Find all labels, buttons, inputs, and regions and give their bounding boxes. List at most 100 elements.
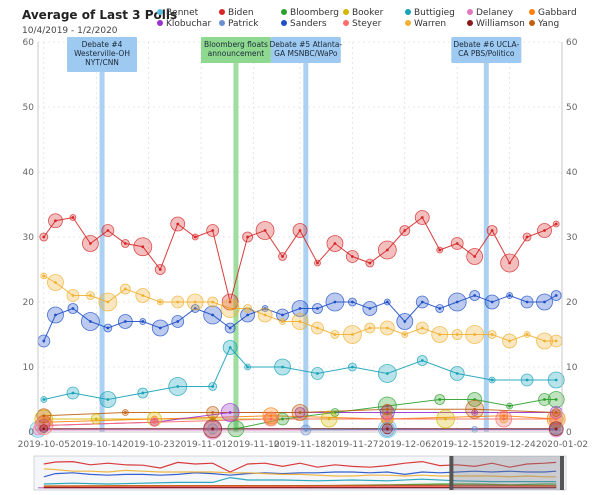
data-point-center xyxy=(554,378,558,382)
data-point-center xyxy=(123,411,127,414)
legend-swatch[interactable] xyxy=(219,20,225,26)
legend-label[interactable]: Biden xyxy=(228,8,254,18)
data-point-center xyxy=(54,219,57,223)
legend-label[interactable]: Bennet xyxy=(166,8,199,18)
navigator-series-line xyxy=(43,470,557,478)
data-point-center xyxy=(228,411,232,414)
range-navigator[interactable] xyxy=(33,455,567,491)
data-point-center xyxy=(455,333,459,336)
data-point-center xyxy=(71,294,75,297)
legend-swatch[interactable] xyxy=(467,9,473,15)
data-point-center xyxy=(525,300,529,304)
annotation-band xyxy=(233,52,239,432)
data-point-center xyxy=(351,300,354,304)
data-point-center xyxy=(508,294,511,297)
legend-label[interactable]: Gabbard xyxy=(538,8,577,18)
data-point-center xyxy=(71,216,75,219)
data-point-center xyxy=(420,359,424,362)
data-point-center xyxy=(473,428,477,431)
data-point-center xyxy=(385,326,389,330)
data-point-center xyxy=(490,378,494,382)
data-point-center xyxy=(554,411,558,414)
legend-label[interactable]: Patrick xyxy=(228,19,259,29)
data-point-center xyxy=(385,248,389,252)
legend-label[interactable]: Steyer xyxy=(352,19,382,29)
legend-label[interactable]: Delaney xyxy=(476,8,514,18)
x-tick-label: 2019-11-27 xyxy=(326,440,378,450)
data-point-center xyxy=(420,216,424,219)
data-point-center xyxy=(211,300,215,304)
data-point-center xyxy=(316,307,319,310)
data-point-center xyxy=(123,287,127,291)
legend-swatch[interactable] xyxy=(157,9,163,15)
navigator-handle-left[interactable] xyxy=(449,456,454,490)
data-point-center xyxy=(385,427,389,431)
data-point-center xyxy=(316,261,319,265)
legend-swatch[interactable] xyxy=(529,20,535,26)
legend-label[interactable]: Warren xyxy=(414,19,446,29)
y-tick-label-left: 20 xyxy=(23,298,35,308)
legend-swatch[interactable] xyxy=(343,20,349,26)
data-point-center xyxy=(351,255,354,258)
data-point-center xyxy=(438,333,442,336)
data-point-center xyxy=(211,411,215,414)
data-point-center xyxy=(525,235,529,239)
legend-label[interactable]: Williamson xyxy=(476,19,525,29)
data-point-center xyxy=(228,326,232,330)
annotation-label: Debate #4 Westerville-OH NYT/CNN xyxy=(74,40,130,67)
data-point-center xyxy=(385,372,389,375)
data-point-center xyxy=(71,391,75,395)
data-point-center xyxy=(42,427,46,431)
data-point-center xyxy=(385,417,389,421)
annotation-label: Debate #6 UCLA-CA PBS/Politico xyxy=(453,40,519,58)
data-point-center xyxy=(123,320,127,323)
data-point-center xyxy=(304,428,308,432)
data-point-center xyxy=(508,339,511,343)
legend-swatch[interactable] xyxy=(219,9,225,15)
data-point-center xyxy=(385,411,389,414)
data-point-center xyxy=(106,300,110,304)
data-point-center xyxy=(246,235,250,239)
annotation-box xyxy=(200,37,271,63)
legend-swatch[interactable] xyxy=(405,9,411,15)
data-point-center xyxy=(444,417,447,421)
legend-label[interactable]: Yang xyxy=(537,19,559,29)
legend-swatch[interactable] xyxy=(157,20,163,26)
data-point-center xyxy=(298,229,302,232)
data-point-center xyxy=(141,294,145,297)
legend-label[interactable]: Buttigieg xyxy=(414,8,455,18)
legend-label[interactable]: Bloomberg xyxy=(290,8,339,18)
data-point-center xyxy=(176,300,180,304)
annotation-label: Bloomberg floats announcement xyxy=(204,40,268,58)
data-point-center xyxy=(473,407,477,411)
data-point-center xyxy=(228,346,232,349)
legend-label[interactable]: Booker xyxy=(352,8,384,18)
data-point-center xyxy=(153,420,156,424)
data-point-center xyxy=(54,313,57,317)
y-tick-label-left: 30 xyxy=(23,233,35,243)
data-point-center xyxy=(385,407,389,411)
data-point-center xyxy=(281,417,284,421)
legend-swatch[interactable] xyxy=(343,9,349,15)
navigator-selection[interactable] xyxy=(451,456,562,490)
legend-swatch[interactable] xyxy=(281,9,287,15)
legend-swatch[interactable] xyxy=(529,9,535,15)
navigator-handle-right[interactable] xyxy=(560,456,564,490)
data-point-center xyxy=(141,320,145,323)
legend-label[interactable]: Klobuchar xyxy=(166,19,211,29)
data-point-center xyxy=(42,339,46,343)
data-point-center xyxy=(298,307,302,310)
y-tick-label-left: 10 xyxy=(23,363,35,373)
data-point-center xyxy=(211,385,215,388)
data-point-center xyxy=(420,326,424,330)
data-point-center xyxy=(211,313,215,317)
legend-swatch[interactable] xyxy=(467,20,473,26)
legend-label[interactable]: Sanders xyxy=(290,19,327,29)
navigator-series-line xyxy=(43,484,557,487)
x-tick-label: 2019-11-10 xyxy=(227,440,280,450)
legend-swatch[interactable] xyxy=(405,20,411,26)
legend-swatch[interactable] xyxy=(281,20,287,26)
annotation-box xyxy=(67,37,138,72)
x-tick-label: 2019-10-14 xyxy=(70,440,123,450)
